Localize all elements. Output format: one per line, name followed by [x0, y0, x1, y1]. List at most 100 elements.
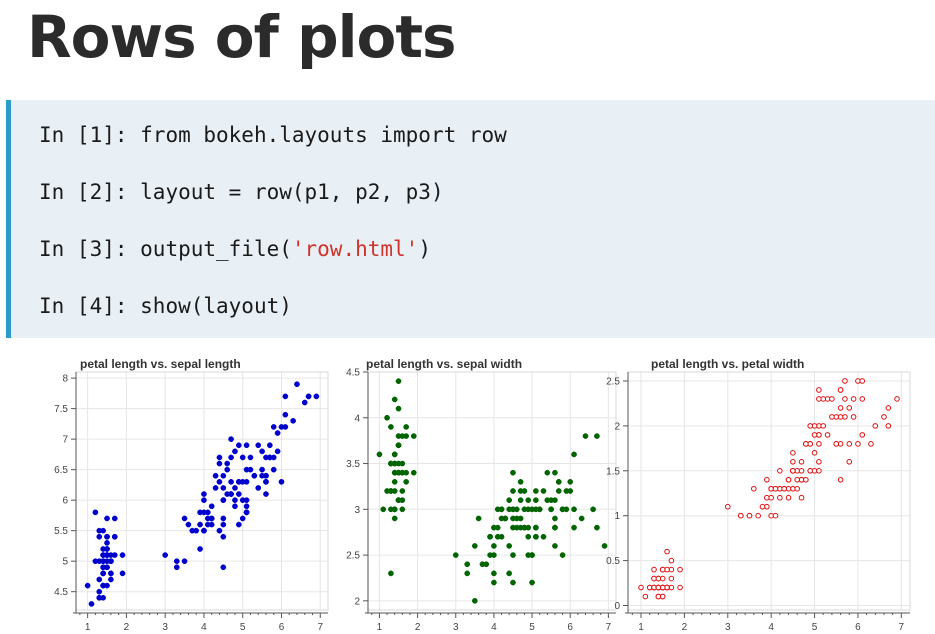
data-point [471, 597, 478, 604]
data-point [88, 601, 95, 607]
data-point [403, 424, 410, 430]
data-point [529, 552, 535, 558]
data-point [270, 424, 277, 430]
data-point [266, 442, 273, 449]
data-point [811, 432, 818, 438]
data-point [506, 570, 513, 577]
data-point [452, 552, 459, 558]
data-point [181, 558, 188, 565]
y-tick-label: 4.5 [54, 587, 68, 598]
data-point [594, 524, 600, 531]
data-point [282, 411, 289, 418]
data-point [552, 524, 558, 531]
data-point [92, 509, 99, 516]
x-tick-label: 6 [279, 622, 285, 633]
data-point [491, 552, 497, 558]
x-tick-label: 3 [162, 622, 168, 633]
data-point [197, 521, 203, 528]
data-point [391, 506, 398, 513]
data-point [410, 469, 417, 476]
data-point [274, 430, 281, 436]
x-tick-label: 2 [124, 622, 130, 633]
prompt: In [3]: [39, 237, 141, 261]
data-point [380, 506, 387, 513]
data-point [208, 503, 215, 510]
data-point [384, 414, 390, 421]
data-point [104, 533, 110, 540]
y-tick-label: 2.5 [346, 551, 360, 562]
data-point [399, 488, 406, 494]
data-point [820, 396, 827, 402]
data-point [837, 476, 844, 483]
data-point [533, 506, 539, 513]
data-point [220, 472, 227, 479]
scatter-plot-sepal-length[interactable]: 1 2 3 4 5 6 7 4.5 5 5.5 6 6.5 7 7.5 8 [0, 368, 330, 634]
data-point [594, 433, 600, 439]
scatter-plot-sepal-width[interactable]: 1 2 3 4 5 6 7 2 2.5 3 3.5 4 4.5 [320, 368, 620, 634]
data-point [391, 451, 398, 458]
data-point [529, 579, 535, 586]
data-point [803, 441, 809, 447]
x-tick-label: 6 [567, 622, 573, 633]
data-point [677, 584, 683, 591]
x-tick-label: 3 [725, 622, 731, 633]
data-point [837, 387, 844, 393]
code-line-2: In [2]: layout = row(p1, p2, p3) [39, 179, 444, 205]
data-point [220, 564, 227, 571]
data-point [855, 441, 861, 447]
data-point [391, 478, 398, 485]
data-point [772, 512, 779, 519]
data-point [189, 527, 196, 534]
data-point [294, 381, 300, 388]
data-point [533, 488, 539, 494]
data-point [738, 512, 744, 519]
data-point [471, 543, 478, 549]
data-point [540, 488, 547, 494]
data-point [567, 478, 574, 485]
data-point [216, 454, 223, 461]
data-point [243, 442, 250, 449]
data-point [837, 405, 844, 411]
data-point [100, 570, 106, 577]
data-point [201, 497, 207, 504]
data-point [850, 414, 857, 420]
data-point [395, 405, 402, 412]
data-point [601, 543, 608, 549]
data-point [162, 552, 169, 558]
data-point [220, 497, 227, 504]
data-point [278, 478, 285, 485]
data-point [842, 378, 848, 384]
data-point [798, 494, 805, 501]
y-tick-label: 4 [354, 413, 360, 424]
x-tick-label: 2 [415, 622, 421, 633]
data-point [824, 432, 831, 438]
data-point [816, 459, 822, 465]
data-point [790, 450, 796, 456]
data-point [235, 491, 242, 497]
data-point [395, 497, 402, 504]
data-point [104, 540, 110, 546]
data-point [220, 485, 227, 491]
data-point [664, 548, 670, 555]
plot-frame [75, 371, 329, 611]
data-point [833, 441, 840, 447]
x-tick-label: 1 [85, 622, 91, 633]
data-point [96, 527, 103, 534]
data-point [868, 441, 874, 447]
data-point [235, 521, 242, 528]
y-tick-label: 3.5 [346, 459, 360, 470]
prompt: In [2]: [39, 180, 141, 204]
data-point [239, 454, 246, 461]
data-point [513, 506, 520, 513]
data-point [270, 466, 277, 473]
data-point [100, 558, 106, 565]
code-text: layout = row(p1, p2, p3) [140, 180, 444, 204]
scatter-plot-petal-width[interactable]: 1 2 3 4 5 6 700.511.522.5 [600, 368, 935, 634]
data-point [204, 515, 211, 522]
data-point [197, 546, 203, 552]
page-title: Rows of plots [27, 3, 457, 71]
data-point [282, 393, 289, 400]
data-point [247, 466, 254, 473]
y-tick-label: 1.5 [606, 466, 620, 477]
data-point [403, 478, 410, 485]
